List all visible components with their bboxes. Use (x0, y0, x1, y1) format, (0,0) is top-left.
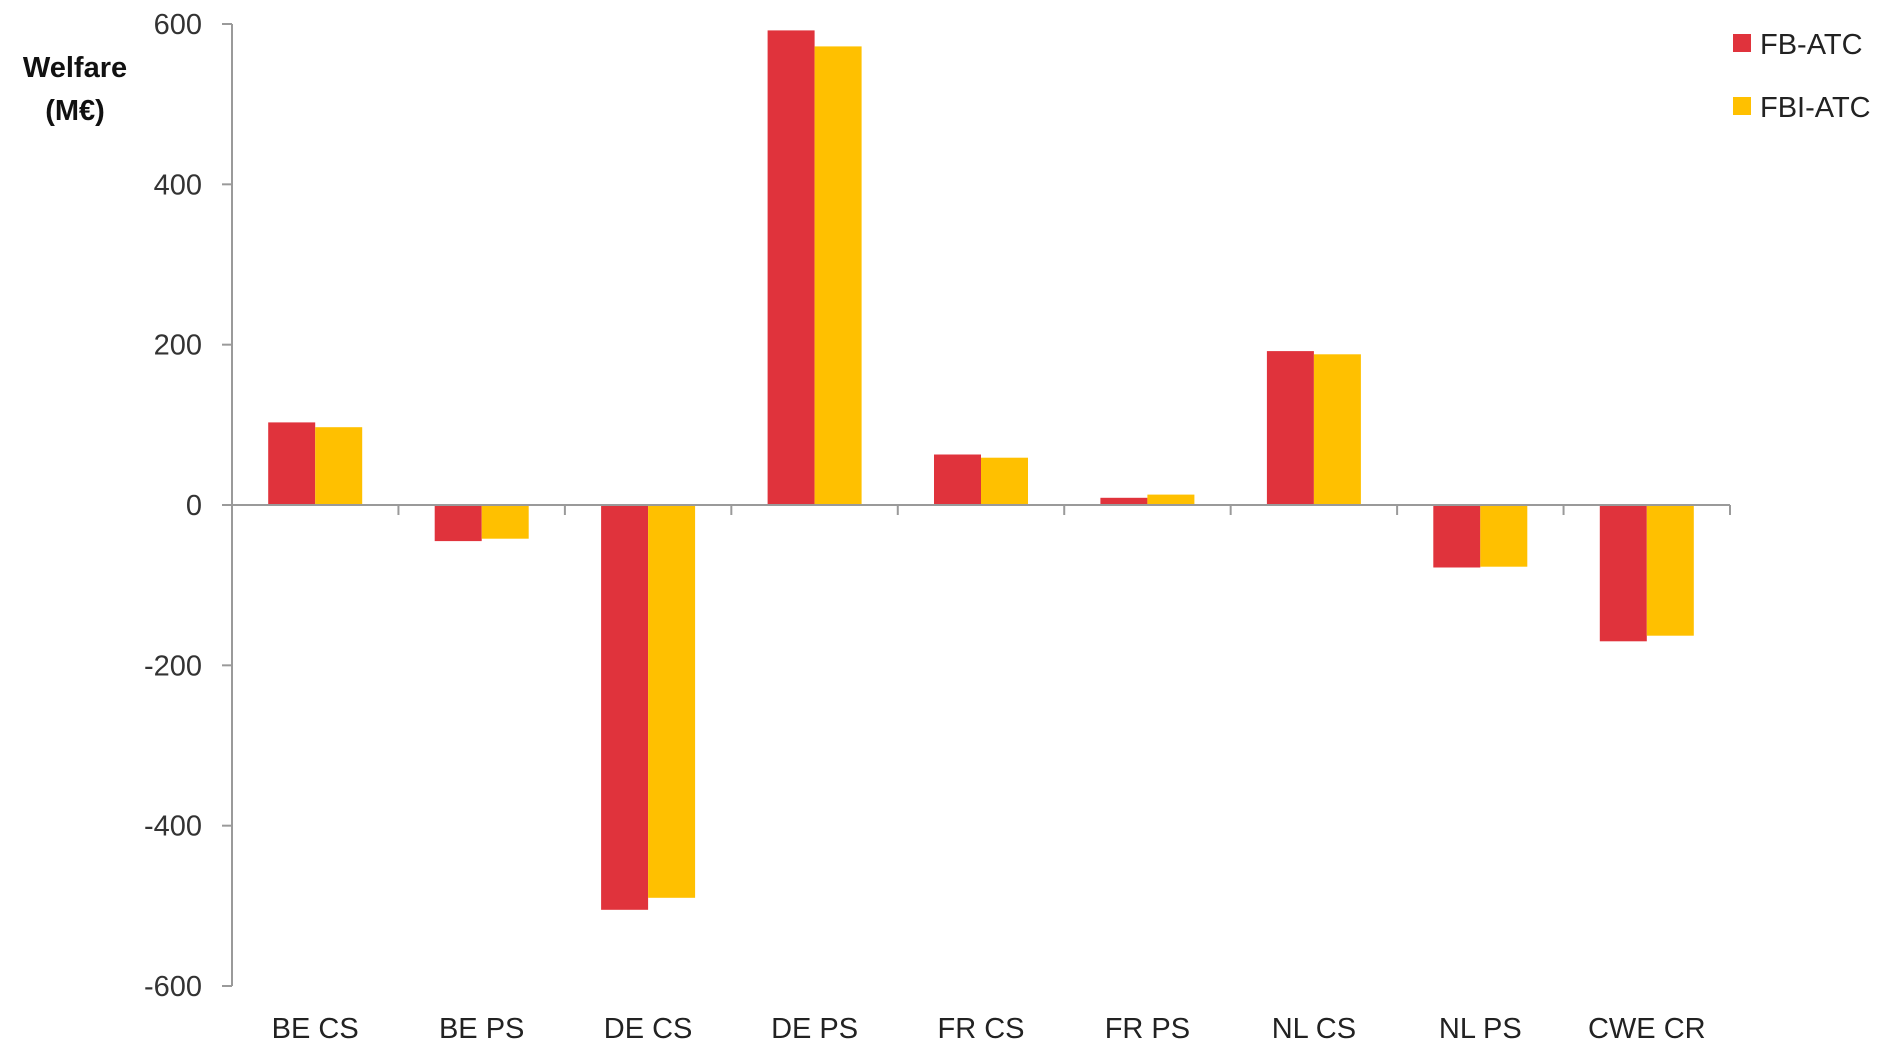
x-tick-label: FR CS (938, 1013, 1025, 1043)
axes-group (231, 24, 1731, 986)
y-axis-label: Welfare (M€) (23, 52, 127, 127)
bar-fb-atc-be-cs (268, 422, 316, 505)
y-tick-label: -200 (144, 650, 202, 682)
y-axis-label-line2: (M€) (45, 95, 105, 127)
bar-fbi-atc-de-ps (814, 46, 862, 506)
bar-fbi-atc-be-ps (481, 505, 529, 539)
legend: FB-ATC FBI-ATC (1733, 29, 1871, 124)
bar-fb-atc-de-cs (601, 505, 649, 910)
x-tick-label: BE CS (272, 1013, 359, 1043)
bar-fb-atc-fr-ps (1100, 497, 1148, 505)
legend-label: FB-ATC (1760, 29, 1863, 61)
bar-fb-atc-cwe-cr (1599, 505, 1647, 642)
y-tick-label: 200 (154, 330, 202, 362)
bar-fbi-atc-fr-ps (1147, 494, 1195, 505)
bar-fbi-atc-cwe-cr (1646, 505, 1694, 636)
x-tick-label: BE PS (439, 1013, 524, 1043)
x-tick-label: NL CS (1272, 1013, 1356, 1043)
bar-fbi-atc-nl-cs (1313, 354, 1361, 505)
y-axis-ticks: 600 400 200 0 -200 -400 -600 (144, 9, 232, 1003)
y-tick-label: -400 (144, 811, 202, 843)
y-tick-label: 400 (154, 169, 202, 201)
x-axis-labels: BE CS BE PS DE CS DE PS FR CS FR PS NL CS NL PS… (272, 1013, 1706, 1043)
x-tick-label: CWE CR (1588, 1013, 1706, 1043)
x-tick-label: NL PS (1439, 1013, 1522, 1043)
bar-fbi-atc-de-cs (648, 505, 696, 898)
legend-label: FBI-ATC (1760, 92, 1871, 124)
x-tick-label: DE PS (771, 1013, 858, 1043)
bar-fbi-atc-nl-ps (1480, 505, 1528, 567)
bar-fbi-atc-be-cs (315, 427, 363, 505)
x-tick-label: DE CS (604, 1013, 693, 1043)
y-axis-label-line1: Welfare (23, 52, 127, 84)
y-tick-label: 0 (186, 490, 202, 522)
bar-fbi-atc-fr-cs (981, 457, 1028, 505)
bar-fb-atc-nl-ps (1433, 505, 1481, 568)
legend-swatch (1733, 97, 1751, 115)
legend-swatch (1733, 34, 1751, 52)
x-tick-label: FR PS (1105, 1013, 1190, 1043)
y-tick-label: -600 (144, 971, 202, 1003)
bar-fb-atc-fr-cs (934, 454, 981, 505)
y-tick-label: 600 (154, 9, 202, 41)
bars-group (268, 30, 1694, 910)
bar-fb-atc-nl-cs (1266, 351, 1314, 505)
bar-fb-atc-be-ps (434, 505, 482, 542)
bar-fb-atc-de-ps (767, 30, 815, 506)
